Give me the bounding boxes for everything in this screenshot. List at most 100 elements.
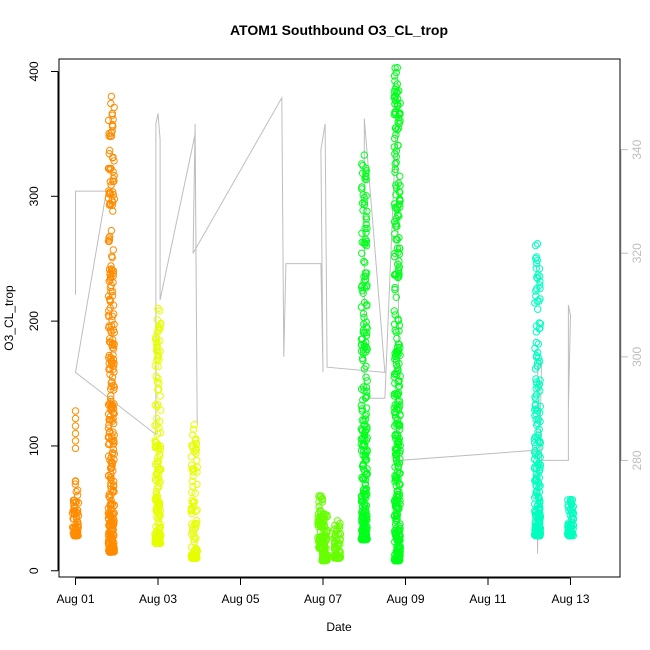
data-point	[359, 433, 367, 442]
data-point	[358, 282, 366, 290]
data-point	[357, 385, 366, 393]
data-point	[567, 498, 575, 506]
data-point	[358, 442, 367, 450]
data-point	[361, 276, 370, 284]
data-point	[395, 87, 403, 95]
data-point	[105, 307, 113, 315]
data-point	[392, 147, 401, 155]
data-point	[362, 393, 370, 401]
data-point	[395, 327, 403, 335]
data-point	[190, 421, 199, 429]
data-point	[361, 507, 369, 516]
data-point	[330, 554, 339, 562]
data-point	[531, 448, 539, 456]
data-point	[71, 429, 80, 438]
data-point	[393, 449, 401, 457]
data-point	[320, 521, 328, 530]
y-tick-label: 0	[27, 567, 41, 574]
data-point	[106, 335, 114, 343]
data-point	[106, 283, 115, 292]
data-point	[71, 532, 80, 540]
data-point	[395, 422, 404, 430]
data-point	[532, 481, 540, 489]
data-point	[363, 224, 371, 233]
data-point	[106, 232, 114, 241]
data-point	[392, 222, 400, 230]
data-point	[393, 348, 401, 357]
data-point	[359, 206, 367, 214]
data-point	[533, 532, 542, 540]
data-point	[106, 365, 114, 374]
data-point	[323, 512, 331, 521]
data-point	[362, 215, 371, 223]
data-point	[358, 249, 366, 257]
data-point	[193, 480, 201, 489]
data-point	[363, 524, 371, 532]
data-point	[392, 158, 400, 167]
data-point	[392, 504, 401, 512]
chart-title: ATOM1 Southbound O3_CL_trop	[230, 22, 448, 38]
data-point	[153, 402, 161, 411]
data-point	[396, 188, 404, 196]
data-point	[534, 340, 543, 348]
data-point	[393, 244, 401, 253]
data-point	[532, 338, 540, 347]
data-point	[394, 315, 402, 323]
data-point	[392, 214, 400, 223]
data-point	[536, 512, 544, 521]
data-point	[391, 160, 399, 168]
point-cluster	[330, 517, 345, 562]
data-point	[360, 447, 368, 455]
y-tick-label: 400	[27, 61, 41, 81]
y2-tick-label: 340	[630, 139, 644, 159]
data-point	[153, 421, 161, 429]
data-point	[394, 124, 403, 132]
data-point	[531, 508, 539, 517]
data-point	[360, 151, 368, 159]
data-point	[151, 475, 160, 484]
data-point	[104, 531, 113, 539]
data-point	[533, 362, 541, 370]
data-point	[72, 487, 80, 496]
data-point	[394, 248, 402, 257]
data-point	[108, 252, 116, 260]
data-point	[393, 471, 401, 479]
data-point	[532, 259, 541, 267]
data-point	[395, 340, 403, 349]
data-point	[390, 320, 399, 328]
data-point	[393, 445, 402, 453]
data-point	[532, 415, 540, 424]
data-point	[153, 484, 162, 492]
data-point	[105, 508, 113, 517]
data-point	[393, 126, 401, 134]
data-point	[536, 295, 544, 303]
data-point	[532, 375, 540, 383]
data-point	[71, 437, 80, 445]
point-cluster	[357, 151, 371, 544]
data-point	[192, 449, 200, 457]
data-point	[359, 383, 368, 391]
data-point	[535, 503, 544, 511]
data-point	[153, 342, 161, 350]
data-point	[108, 463, 116, 471]
data-point	[106, 474, 115, 482]
data-point	[531, 393, 539, 401]
data-point	[363, 301, 371, 309]
data-point	[191, 521, 199, 529]
data-point	[394, 377, 403, 386]
data-point	[335, 547, 344, 555]
point-cluster	[151, 304, 165, 547]
data-point	[105, 433, 113, 441]
data-point	[336, 529, 344, 538]
data-point	[531, 241, 540, 250]
data-point	[390, 72, 399, 80]
data-point	[535, 354, 543, 362]
data-point	[153, 335, 161, 343]
point-cluster	[318, 510, 332, 565]
data-point	[156, 539, 165, 547]
x-tick-label: Aug 01	[56, 592, 94, 606]
data-point	[330, 545, 339, 553]
data-point	[106, 166, 114, 174]
data-point	[187, 453, 196, 461]
data-point	[532, 410, 540, 418]
